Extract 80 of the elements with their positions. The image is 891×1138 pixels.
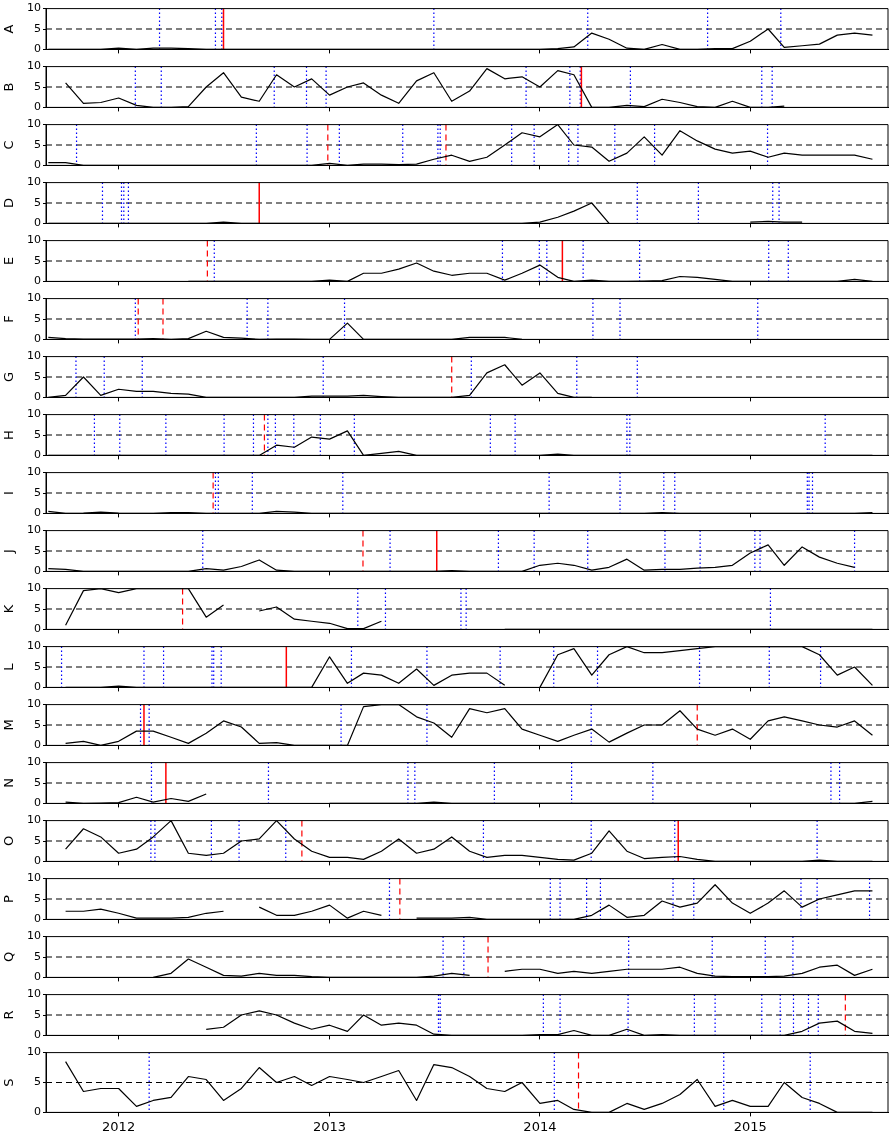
y-tick-label: 0: [34, 564, 41, 578]
y-tick-label: 5: [34, 137, 41, 151]
y-tick-label: 0: [34, 158, 41, 172]
y-tick-label: 5: [34, 21, 41, 35]
y-tick-label: 0: [34, 332, 41, 346]
y-tick-label: 5: [34, 833, 41, 847]
y-tick-label: 5: [34, 1075, 41, 1089]
y-tick-label: 0: [34, 448, 41, 462]
x-tick-label: 2015: [733, 1118, 767, 1134]
y-axis-title: G: [1, 371, 17, 383]
y-tick-label: 10: [27, 639, 41, 653]
y-axis-title: A: [1, 24, 17, 34]
y-tick-label: 10: [27, 407, 41, 421]
x-tick-label: 2014: [523, 1118, 557, 1134]
y-tick-label: 5: [34, 543, 41, 557]
y-axis-title: B: [1, 82, 17, 92]
y-tick-label: 5: [34, 369, 41, 383]
y-tick-label: 10: [27, 59, 41, 73]
y-tick-label: 5: [34, 485, 41, 499]
y-tick-label: 0: [34, 506, 41, 520]
y-tick-label: 5: [34, 1007, 41, 1021]
y-tick-label: 0: [34, 970, 41, 984]
y-tick-label: 5: [34, 311, 41, 325]
y-tick-label: 10: [27, 465, 41, 479]
y-tick-label: 0: [34, 854, 41, 868]
y-tick-label: 5: [34, 427, 41, 441]
y-axis-title: H: [1, 430, 17, 440]
y-tick-label: 10: [27, 1045, 41, 1059]
y-tick-label: 5: [34, 601, 41, 615]
y-axis-title: L: [1, 662, 17, 671]
y-axis-title: P: [1, 894, 17, 903]
y-tick-label: 0: [34, 1028, 41, 1042]
y-axis-title: N: [1, 778, 17, 788]
y-tick-label: 0: [34, 274, 41, 288]
y-tick-label: 0: [34, 1105, 41, 1119]
y-axis-title: D: [1, 197, 17, 209]
y-tick-label: 10: [27, 871, 41, 885]
y-tick-label: 10: [27, 755, 41, 769]
y-axis-title: F: [1, 315, 17, 323]
y-tick-label: 5: [34, 891, 41, 905]
y-tick-label: 0: [34, 216, 41, 230]
y-tick-label: 5: [34, 949, 41, 963]
y-tick-label: 10: [27, 581, 41, 595]
y-tick-label: 0: [34, 738, 41, 752]
y-tick-label: 10: [27, 349, 41, 363]
y-tick-label: 5: [34, 775, 41, 789]
y-axis-title: O: [1, 835, 17, 847]
y-tick-label: 0: [34, 390, 41, 404]
y-tick-label: 0: [34, 796, 41, 810]
y-tick-label: 10: [27, 233, 41, 247]
y-axis-title: R: [1, 1010, 17, 1020]
y-tick-label: 0: [34, 912, 41, 926]
y-tick-label: 0: [34, 42, 41, 56]
y-tick-label: 10: [27, 697, 41, 711]
y-axis-title: C: [1, 140, 17, 150]
x-tick-label: 2012: [102, 1118, 136, 1134]
y-axis-title: I: [1, 491, 17, 495]
y-tick-label: 10: [27, 1, 41, 15]
y-axis-title: J: [1, 549, 17, 554]
y-axis-title: S: [1, 1078, 17, 1087]
y-tick-label: 0: [34, 680, 41, 694]
y-tick-label: 5: [34, 195, 41, 209]
y-tick-label: 10: [27, 813, 41, 827]
y-tick-label: 10: [27, 987, 41, 1001]
y-axis-title: E: [1, 256, 17, 266]
y-tick-label: 0: [34, 100, 41, 114]
y-tick-label: 5: [34, 717, 41, 731]
x-tick-label: 2013: [313, 1118, 347, 1134]
y-tick-label: 5: [34, 253, 41, 267]
y-tick-label: 10: [27, 175, 41, 189]
y-axis-title: M: [1, 719, 17, 731]
y-axis-title: Q: [1, 951, 17, 963]
y-tick-label: 5: [34, 659, 41, 673]
y-tick-label: 5: [34, 79, 41, 93]
y-tick-label: 10: [27, 929, 41, 943]
y-tick-label: 10: [27, 523, 41, 537]
y-tick-label: 10: [27, 117, 41, 131]
y-tick-label: 0: [34, 622, 41, 636]
y-axis-title: K: [1, 604, 17, 614]
y-tick-label: 10: [27, 291, 41, 305]
